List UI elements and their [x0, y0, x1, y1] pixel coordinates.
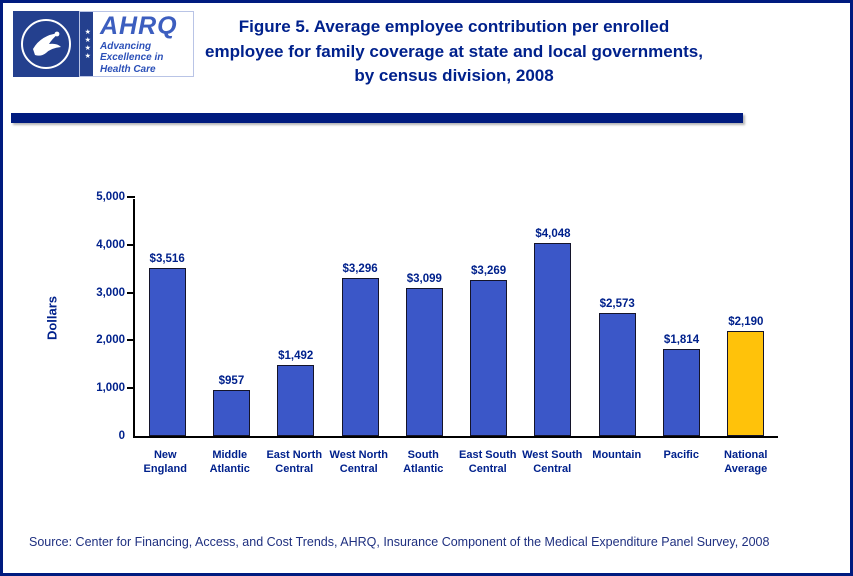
y-tick-label: 0 — [118, 430, 125, 442]
category-label: National Average — [724, 449, 768, 476]
y-tick-mark — [127, 292, 135, 294]
bar — [470, 280, 508, 436]
y-tick-mark — [127, 196, 135, 198]
bar-column: $957 — [199, 199, 263, 436]
bar-column: $3,269 — [457, 199, 521, 436]
bar-value-label: $4,048 — [535, 228, 571, 240]
y-axis-title: Dollars — [44, 295, 60, 341]
chart-plot-area: $3,516 $957 $1,492 $3,296 $3,099 $3,269 $4,048… — [96, 191, 778, 442]
ahrq-logo-text: AHRQ Advancing Excellence in Health Care — [93, 12, 193, 76]
bar-column: $3,296 — [328, 199, 392, 436]
logo-group: ★★★★ AHRQ Advancing Excellence in Health… — [13, 11, 194, 77]
category-label: West South Central — [522, 449, 583, 476]
bar-value-label: $3,516 — [149, 253, 185, 265]
bar — [341, 278, 379, 436]
bar-value-label: $3,269 — [471, 265, 507, 277]
category-label: New England — [143, 449, 187, 476]
bar-value-label: $2,190 — [728, 316, 764, 328]
hhs-eagle-icon — [21, 19, 71, 69]
bar-value-label: $2,573 — [599, 298, 635, 310]
bar — [148, 268, 186, 436]
bar — [212, 390, 250, 436]
bar — [534, 243, 572, 436]
x-axis-labels: New England Middle Atlantic East North Cen… — [133, 448, 778, 477]
ahrq-logo: ★★★★ AHRQ Advancing Excellence in Health… — [79, 11, 194, 77]
ahrq-tagline: Advancing Excellence in Health Care — [100, 40, 164, 75]
bar-value-label: $3,099 — [406, 273, 442, 285]
bar — [277, 365, 315, 436]
category-label: Mountain — [592, 449, 642, 461]
bar — [405, 288, 443, 436]
y-tick-label: 2,000 — [96, 334, 125, 346]
bar — [727, 331, 765, 436]
category-label: West North Central — [329, 449, 388, 476]
bar-value-label: $1,492 — [278, 350, 314, 362]
bar-value-label: $1,814 — [663, 334, 700, 346]
y-tick-label: 1,000 — [96, 382, 125, 394]
bar-column: $1,492 — [264, 199, 328, 436]
page-title: Figure 5. Average employee contribution … — [205, 17, 703, 86]
title-divider — [11, 113, 743, 123]
bar-column: $3,516 — [135, 199, 199, 436]
bar — [598, 313, 636, 436]
hhs-logo — [13, 11, 79, 77]
category-label: East North Central — [266, 449, 323, 476]
y-tick-label: 3,000 — [96, 287, 125, 299]
bar-column: $4,048 — [521, 199, 585, 436]
bars-container: $3,516 $957 $1,492 $3,296 $3,099 $3,269 $4,048… — [135, 199, 778, 436]
bar-column: $1,814 — [650, 199, 714, 436]
y-tick-mark — [127, 244, 135, 246]
bar-column: $2,190 — [714, 199, 778, 436]
bar-value-label: $3,296 — [342, 263, 378, 275]
bar-column: $3,099 — [392, 199, 456, 436]
category-label: South Atlantic — [403, 449, 444, 476]
y-tick-mark — [127, 339, 135, 341]
bar-column: $2,573 — [585, 199, 649, 436]
category-label: Middle Atlantic — [209, 449, 250, 476]
category-label: Pacific — [663, 449, 699, 461]
y-tick-label: 5,000 — [96, 191, 125, 203]
y-tick-mark — [127, 387, 135, 389]
stars-icon: ★★★★ — [80, 12, 93, 76]
category-label: East South Central — [459, 449, 517, 476]
ahrq-acronym: AHRQ — [100, 11, 178, 40]
source-note: Source: Center for Financing, Access, an… — [29, 535, 770, 549]
y-tick-label: 4,000 — [96, 239, 125, 251]
bar — [663, 349, 701, 436]
bar-value-label: $957 — [218, 375, 245, 387]
